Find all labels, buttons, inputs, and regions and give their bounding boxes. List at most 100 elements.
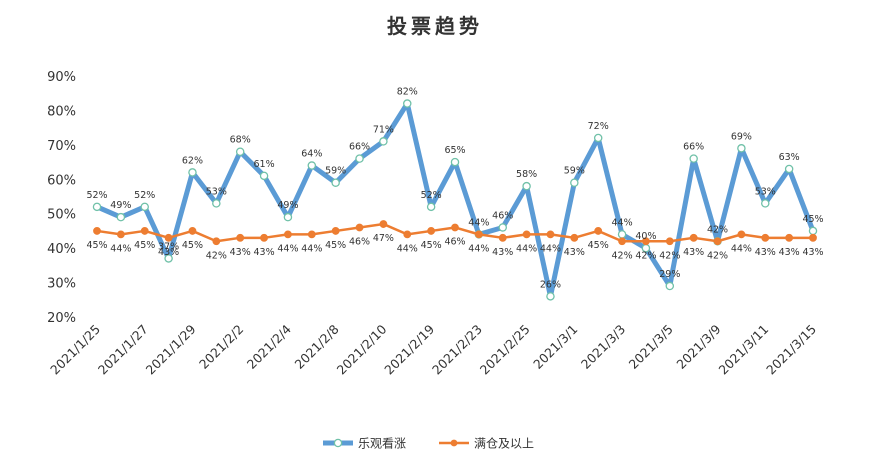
data-point: [188, 168, 197, 177]
data-point: [689, 154, 698, 163]
data-label: 44%: [277, 243, 298, 254]
data-point: [761, 233, 770, 242]
data-label: 66%: [683, 142, 704, 153]
data-point: [188, 227, 197, 235]
data-label: 44%: [516, 243, 537, 254]
data-point: [427, 227, 436, 235]
data-point: [737, 144, 746, 153]
data-label: 42%: [612, 250, 633, 261]
chart-title: 投票趋势: [387, 14, 483, 38]
data-point: [235, 147, 245, 156]
data-point: [498, 223, 507, 232]
data-label: 42%: [707, 250, 728, 261]
y-tick-label: 30%: [47, 277, 76, 292]
legend-marker: [450, 439, 458, 447]
data-point: [451, 223, 459, 232]
x-tick-label: 2021/2/23: [429, 322, 485, 378]
data-label: 43%: [564, 247, 585, 258]
data-point: [617, 230, 627, 239]
data-point: [116, 230, 125, 239]
data-label: 40%: [635, 231, 656, 242]
data-point: [498, 233, 507, 242]
data-point: [164, 254, 173, 263]
data-point: [594, 227, 603, 235]
data-point: [331, 178, 340, 187]
data-point: [713, 237, 722, 246]
x-tick-label: 2021/3/15: [763, 322, 819, 378]
data-label: 45%: [134, 240, 155, 251]
data-point: [403, 230, 412, 239]
legend: 乐观看涨 满仓及以上: [323, 436, 534, 451]
data-point: [784, 164, 794, 174]
data-label: 37%: [158, 241, 179, 252]
data-point: [284, 230, 292, 239]
legend-label: 乐观看涨: [358, 436, 406, 451]
data-point: [355, 223, 364, 232]
x-tick-label: 2021/3/11: [715, 322, 771, 378]
series-layer: [92, 99, 818, 301]
data-label: 68%: [230, 135, 251, 146]
x-tick-label: 2021/1/27: [95, 322, 151, 378]
data-label: 44%: [301, 243, 322, 254]
data-point: [426, 202, 436, 212]
data-label: 45%: [182, 240, 203, 251]
x-tick-label: 2021/1/25: [47, 322, 103, 378]
data-label: 63%: [779, 152, 800, 163]
data-label: 45%: [802, 214, 823, 225]
data-label: 49%: [277, 200, 298, 211]
data-point: [618, 237, 626, 246]
data-point: [689, 233, 698, 242]
data-point: [522, 230, 531, 239]
y-tick-label: 80%: [47, 104, 76, 119]
data-point: [665, 281, 675, 291]
data-point: [212, 237, 221, 246]
data-label: 44%: [540, 243, 561, 254]
data-label: 42%: [635, 250, 656, 261]
legend-marker: [333, 438, 343, 448]
data-label: 44%: [468, 217, 489, 228]
data-label: 71%: [373, 124, 394, 135]
data-label: 52%: [86, 190, 107, 201]
x-tick-label: 2021/2/8: [291, 321, 341, 371]
data-label: 43%: [230, 247, 251, 258]
data-point: [403, 99, 412, 108]
data-label: 52%: [134, 190, 155, 201]
data-label: 43%: [802, 247, 823, 258]
data-label: 42%: [659, 250, 680, 261]
data-label: 26%: [540, 279, 561, 290]
data-label: 47%: [373, 233, 394, 244]
data-point: [259, 171, 269, 181]
data-label: 44%: [468, 243, 489, 254]
data-point: [355, 154, 364, 163]
data-label: 53%: [755, 186, 776, 197]
data-point: [665, 237, 674, 246]
data-label: 44%: [397, 243, 418, 254]
data-label: 49%: [110, 200, 131, 211]
y-tick-label: 50%: [47, 208, 76, 223]
series-line: [94, 101, 816, 299]
data-point: [379, 137, 388, 146]
data-label: 62%: [182, 155, 203, 166]
data-label: 43%: [755, 247, 776, 258]
data-point: [593, 133, 603, 143]
data-label: 46%: [492, 210, 513, 221]
data-point: [808, 226, 818, 236]
data-label: 44%: [731, 243, 752, 254]
data-point: [761, 199, 770, 208]
data-label: 46%: [444, 236, 465, 247]
data-point: [785, 233, 794, 242]
data-label: 45%: [421, 240, 442, 251]
data-label: 44%: [612, 217, 633, 228]
data-label: 64%: [301, 149, 322, 160]
data-point: [140, 227, 149, 235]
data-point: [737, 230, 746, 239]
legend-label: 满仓及以上: [474, 437, 534, 451]
data-point: [307, 230, 316, 239]
data-point: [570, 233, 579, 242]
x-tick-label: 2021/1/29: [143, 321, 199, 377]
data-label: 65%: [444, 145, 465, 156]
data-point: [260, 233, 268, 242]
data-label: 59%: [325, 166, 346, 177]
data-point: [92, 202, 102, 212]
